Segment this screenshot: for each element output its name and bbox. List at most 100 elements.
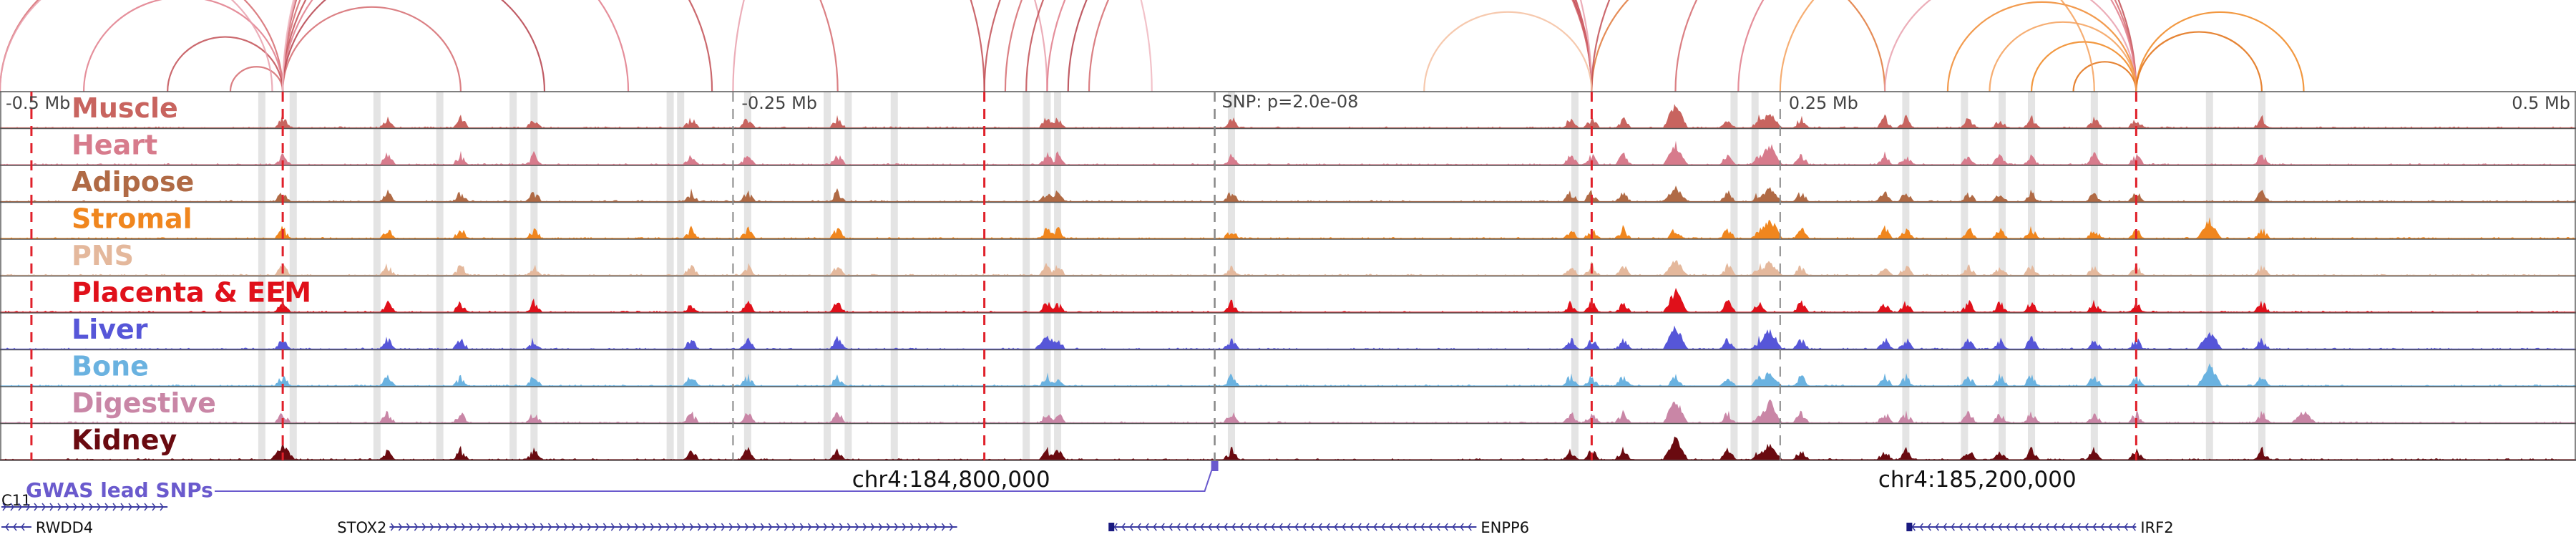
chromatin-loop-arc [2030,41,2137,92]
chromatin-loop-arc [0,0,273,92]
strand-arrow [1342,523,1346,531]
strand-arrow [854,523,859,531]
genomic-coordinate-label: chr4:185,200,000 [1878,467,2077,493]
track-label-heart: Heart [72,130,157,161]
chromatin-loop-arc [1989,21,2137,92]
chromatin-loop-arc [1067,0,1593,92]
strand-arrow [902,523,907,531]
strand-arrow [878,523,883,531]
strand-arrow [1263,523,1267,531]
strand-arrow [1137,523,1141,531]
strand-arrow [650,523,655,531]
chromatin-loop-arc [282,6,462,92]
strand-arrow [2124,523,2128,531]
strand-arrow [1287,523,1291,531]
strand-arrow [421,523,426,531]
strand-arrow [406,523,411,531]
strand-arrow [540,523,545,531]
strand-arrow [784,523,789,531]
strand-arrow [120,503,125,511]
track-label-liver: Liver [72,314,148,345]
signal-track-4 [0,260,2576,276]
strand-arrow [26,503,30,511]
strand-arrow [799,523,804,531]
gwas-lead-snps-label: GWAS lead SNPs [26,478,213,502]
chromatin-loop-arc [82,0,284,92]
chromatin-loop-arc [282,0,839,92]
strand-arrow [2061,523,2065,531]
strand-arrow [1350,523,1354,531]
strand-arrow [1247,523,1252,531]
strand-arrow [949,523,954,531]
chromatin-loop-arc [282,0,713,92]
strand-arrow [104,503,109,511]
signal-track-6 [0,325,2576,349]
strand-arrow [1990,523,1994,531]
track-label-kidney: Kidney [72,425,177,456]
strand-arrow [626,523,631,531]
strand-arrow [1334,523,1338,531]
strand-arrow [73,503,77,511]
chromatin-loop-arc [1946,1,2137,92]
chromatin-loop-arc [2135,31,2263,92]
strand-arrow [2,503,6,511]
strand-arrow [492,523,497,531]
strand-arrow [10,503,14,511]
strand-arrow [713,523,718,531]
strand-arrow [1405,523,1409,531]
strand-arrow [1145,523,1149,531]
strand-arrow [1326,523,1330,531]
chromatin-loop-arc [732,0,1593,92]
strand-arrow [97,503,101,511]
strand-arrow [2084,523,2089,531]
strand-arrow [65,503,69,511]
gwas-connector-line [215,465,1214,492]
strand-arrow [2037,523,2041,531]
strand-arrow [524,523,529,531]
loops-layer [0,0,2305,92]
chromatin-loop-arc [283,0,1047,92]
strand-arrow [721,523,726,531]
strand-arrow [34,503,38,511]
strand-arrow [933,523,938,531]
strand-arrow [2132,523,2136,531]
strand-arrow [1176,523,1181,531]
strand-arrow [1381,523,1385,531]
strand-arrow [42,503,46,511]
strand-arrow [760,523,765,531]
strand-arrow [2006,523,2010,531]
strand-arrow [1413,523,1417,531]
strand-arrow [1200,523,1204,531]
chromatin-loop-arc [983,0,1593,92]
track-label-pns: PNS [72,240,134,271]
strand-arrow [595,523,600,531]
strand-arrow [57,503,62,511]
strand-arrow [1153,523,1157,531]
signal-track-5 [0,287,2576,312]
signal-track-7 [0,363,2576,386]
strand-arrow [610,523,615,531]
signal-track-8 [0,399,2576,423]
strand-arrow [571,523,576,531]
gwas-snp-marker [1211,461,1219,471]
axis-tick-label: -0.5 Mb [6,93,70,113]
strand-arrow [1365,523,1370,531]
strand-arrow [555,523,560,531]
strand-arrow [1271,523,1275,531]
strand-arrow [815,523,820,531]
strand-arrow [429,523,434,531]
chromatin-loop-arc [1737,0,2137,92]
gene-annotations: C11 RWDD4 STOX2 ENPP6 IRF2 [1,492,2174,536]
strand-arrow [1389,523,1393,531]
strand-arrow [587,523,592,531]
strand-arrow [823,523,828,531]
strand-arrow [2029,523,2034,531]
strand-arrow [673,523,678,531]
strand-arrow [516,523,521,531]
strand-arrow [152,503,156,511]
chromatin-loop-arc [282,0,630,92]
strand-arrow [437,523,442,531]
strand-arrow [1966,523,1971,531]
strand-arrow [768,523,773,531]
